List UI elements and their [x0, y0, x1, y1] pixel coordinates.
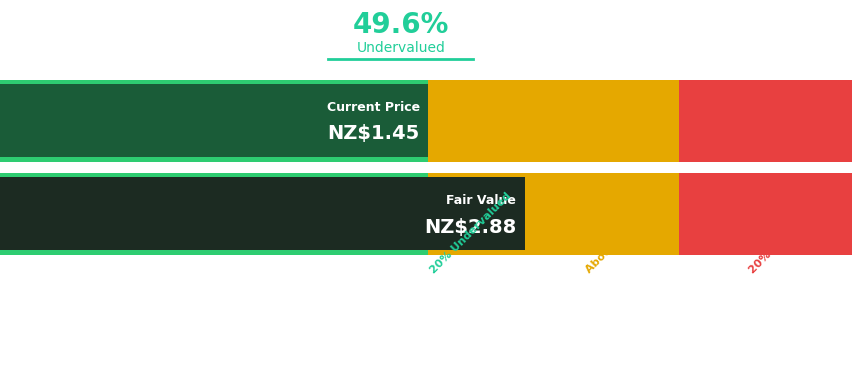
- Text: 20% Overvalued: 20% Overvalued: [746, 196, 826, 275]
- Bar: [0, 84, 428, 157]
- Bar: [0, 80, 428, 162]
- Bar: [428, 173, 553, 255]
- Bar: [553, 173, 678, 255]
- Text: Undervalued: Undervalued: [356, 41, 445, 54]
- Bar: [0, 177, 524, 250]
- Bar: [678, 80, 852, 162]
- Text: Current Price: Current Price: [326, 101, 419, 114]
- Bar: [428, 80, 553, 162]
- Text: About Right: About Right: [584, 215, 643, 275]
- Text: 20% Undervalued: 20% Undervalued: [428, 190, 512, 275]
- Bar: [678, 173, 852, 255]
- Bar: [553, 80, 678, 162]
- Text: NZ$1.45: NZ$1.45: [327, 125, 419, 144]
- Bar: [0, 173, 428, 255]
- Text: Fair Value: Fair Value: [446, 194, 515, 207]
- Text: 49.6%: 49.6%: [353, 11, 448, 39]
- Text: NZ$2.88: NZ$2.88: [423, 217, 515, 236]
